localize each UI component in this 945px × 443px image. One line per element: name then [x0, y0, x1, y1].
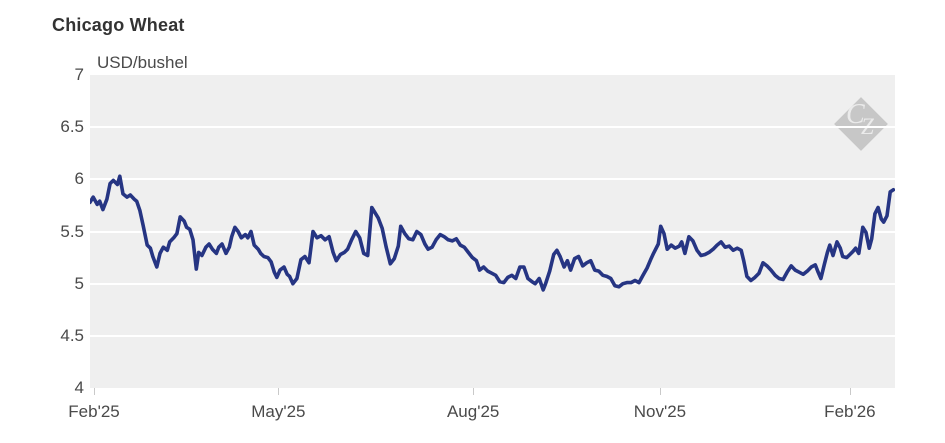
- gridline-y-6.5: [90, 126, 895, 129]
- y-axis-label-5.5: 5.5: [60, 221, 84, 241]
- x-axis-label-Feb'25: Feb'25: [68, 402, 120, 421]
- y-axis-label-4: 4: [74, 378, 84, 397]
- y-axis-label-5: 5: [74, 273, 84, 293]
- x-tick-Nov'25: [659, 388, 661, 395]
- gridline-y-6: [90, 178, 895, 181]
- x-axis-label-Feb'26: Feb'26: [824, 402, 876, 421]
- y-axis-label-6.5: 6.5: [60, 117, 84, 137]
- y-axis-label-4.5: 4.5: [60, 325, 84, 345]
- y-axis-label-7: 7: [74, 65, 84, 84]
- x-tick-Aug'25: [473, 388, 475, 395]
- price-line: [90, 174, 895, 292]
- chart-unit-label: USD/bushel: [97, 53, 188, 72]
- price-line-svg: [90, 174, 895, 292]
- x-tick-Feb'25: [94, 388, 96, 395]
- gridline-y-4.5: [90, 334, 895, 337]
- x-axis-label-Nov'25: Nov'25: [633, 402, 687, 421]
- x-axis-label-Aug'25: Aug'25: [446, 402, 500, 421]
- gridline-y-5.5: [90, 230, 895, 233]
- x-axis-label-May'25: May'25: [251, 402, 306, 421]
- x-tick-Feb'26: [849, 388, 851, 395]
- y-axis-label-6: 6: [74, 169, 84, 189]
- gridline-y-5: [90, 282, 895, 285]
- x-tick-May'25: [278, 388, 280, 395]
- plot-area: C Z: [90, 75, 895, 388]
- watermark-letter-c: C: [846, 99, 865, 130]
- chart-title: Chicago Wheat: [52, 15, 185, 35]
